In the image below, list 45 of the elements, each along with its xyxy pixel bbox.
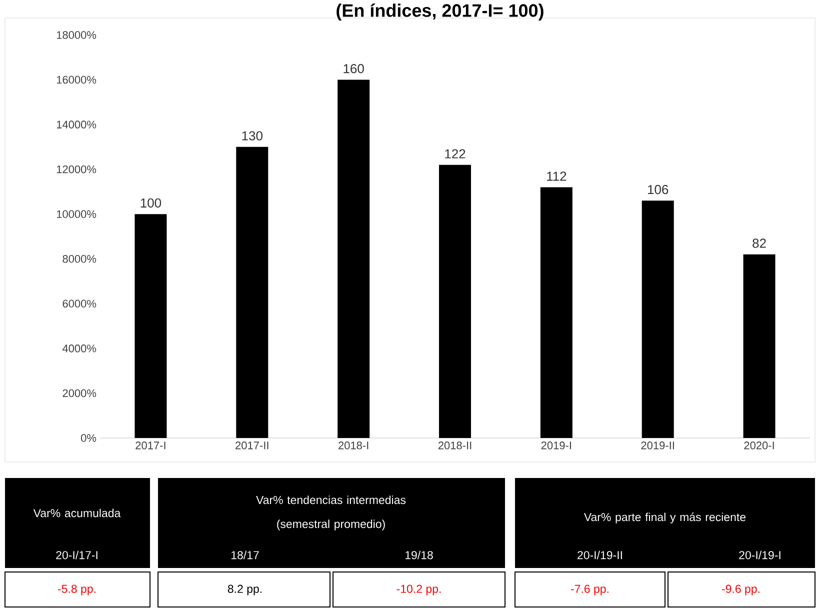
y-tick-label: 18000% xyxy=(56,31,96,39)
y-tick-label: 6000% xyxy=(62,300,96,308)
chart-title: (En índices, 2017-I= 100) xyxy=(336,4,544,20)
x-tick-label: 2020-I xyxy=(744,442,774,450)
data-label: 106 xyxy=(648,184,668,194)
y-tick-label: 8000% xyxy=(62,254,96,263)
data-label: 112 xyxy=(547,172,566,181)
text: Var% parte final y más reciente xyxy=(584,512,746,524)
x-tick-label: 2017-I xyxy=(136,442,166,450)
data-label: 122 xyxy=(445,149,466,158)
x-tick-label: 2019-I xyxy=(541,442,571,450)
text: -5.8 pp. xyxy=(58,584,96,596)
text: 20-I/17-I xyxy=(56,550,98,560)
text: 8.2 pp. xyxy=(228,584,262,596)
data-label: 160 xyxy=(344,64,364,74)
bar xyxy=(236,146,268,438)
bar xyxy=(134,214,167,438)
text: 19/18 xyxy=(405,550,433,560)
text: 20-I/19-II xyxy=(578,550,622,560)
data-label: 100 xyxy=(140,198,162,208)
y-tick-label: 10000% xyxy=(56,210,96,218)
bar xyxy=(338,80,370,438)
text: 18/17 xyxy=(231,550,259,560)
bar xyxy=(540,187,572,438)
y-tick-label: 12000% xyxy=(56,165,96,174)
x-tick-label: 2017-II xyxy=(236,442,268,450)
x-tick-label: 2018-I xyxy=(338,442,368,450)
x-tick-label: 2019-II xyxy=(641,442,674,450)
text: Var% tendencias intermedias (semestral promedio) xyxy=(256,496,406,530)
y-tick-label: 0% xyxy=(81,434,96,442)
bar xyxy=(439,164,472,438)
data-label: 82 xyxy=(752,238,766,248)
bar xyxy=(743,254,776,438)
text: -9.6 pp. xyxy=(722,584,760,596)
data-label: 130 xyxy=(242,131,262,140)
y-tick-label: 14000% xyxy=(56,120,96,128)
text: -7.6 pp. xyxy=(571,584,608,596)
y-tick-label: 4000% xyxy=(62,344,96,352)
bar xyxy=(642,200,674,438)
text: 20-I/19-I xyxy=(739,550,780,560)
x-tick-label: 2018-II xyxy=(438,442,472,450)
y-tick-label: 16000% xyxy=(56,76,96,84)
text: Var% acumulada xyxy=(33,508,121,518)
y-tick-label: 2000% xyxy=(62,389,96,398)
text: -10.2 pp. xyxy=(396,584,441,596)
